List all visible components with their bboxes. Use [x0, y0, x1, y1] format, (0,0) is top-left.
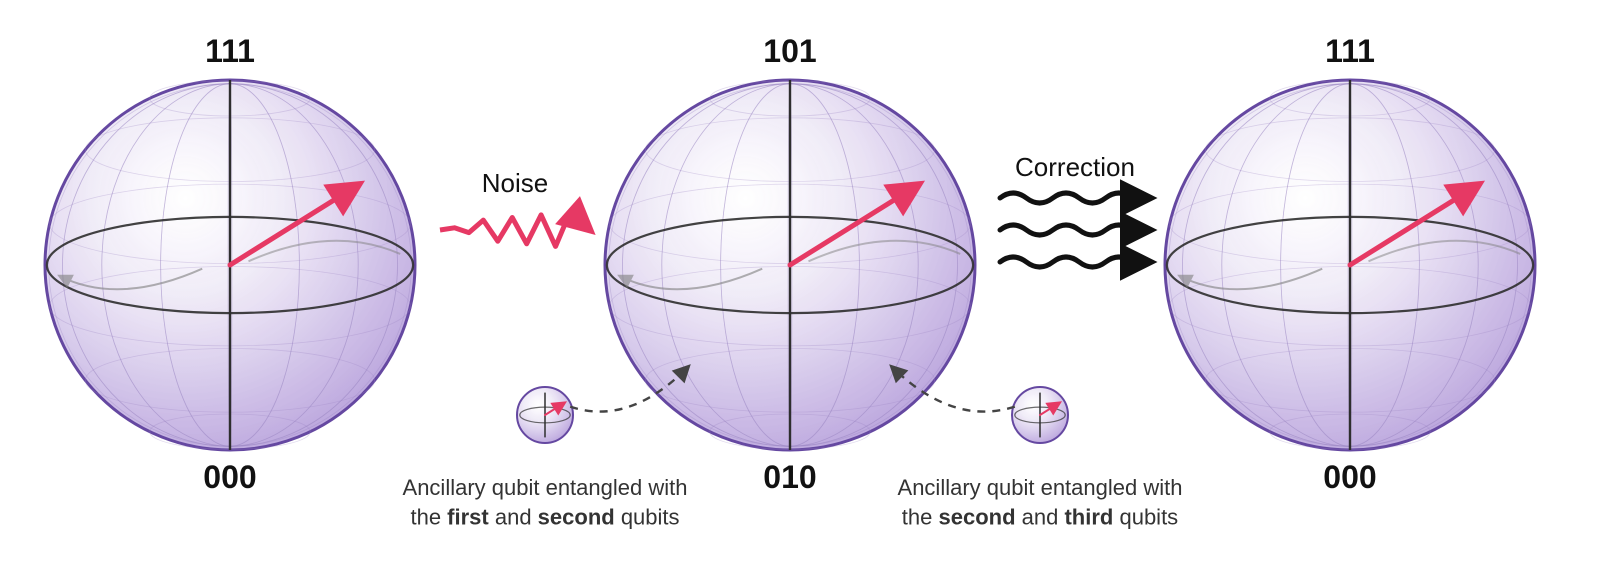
sphere-3-bottom-label: 000: [1323, 459, 1376, 495]
sphere-2: [605, 80, 975, 450]
mini-1: [517, 387, 573, 443]
sphere-2-top-label: 101: [763, 33, 816, 69]
correction-arrow: [1000, 225, 1150, 235]
diagram-svg: 111 000 101 010 111 000 Noise Correction Ancilla…: [0, 0, 1600, 580]
sphere-3: [1165, 80, 1535, 450]
correction-arrow: [1000, 257, 1150, 267]
sphere-1: [45, 80, 415, 450]
noise-label: Noise: [482, 168, 548, 198]
caption-2: Ancillary qubit entangled withthe second…: [898, 475, 1183, 530]
sphere-1-bottom-label: 000: [203, 459, 256, 495]
correction-arrow: [1000, 193, 1150, 203]
mini-2: [1012, 387, 1068, 443]
diagram-canvas: 111 000 101 010 111 000 Noise Correction Ancilla…: [0, 0, 1600, 580]
sphere-3-top-label: 111: [1325, 33, 1375, 69]
sphere-1-top-label: 111: [205, 33, 255, 69]
correction-label: Correction: [1015, 152, 1135, 182]
sphere-2-bottom-label: 010: [763, 459, 816, 495]
noise-arrow: [440, 212, 590, 246]
caption-1: Ancillary qubit entangled withthe first …: [403, 475, 688, 530]
